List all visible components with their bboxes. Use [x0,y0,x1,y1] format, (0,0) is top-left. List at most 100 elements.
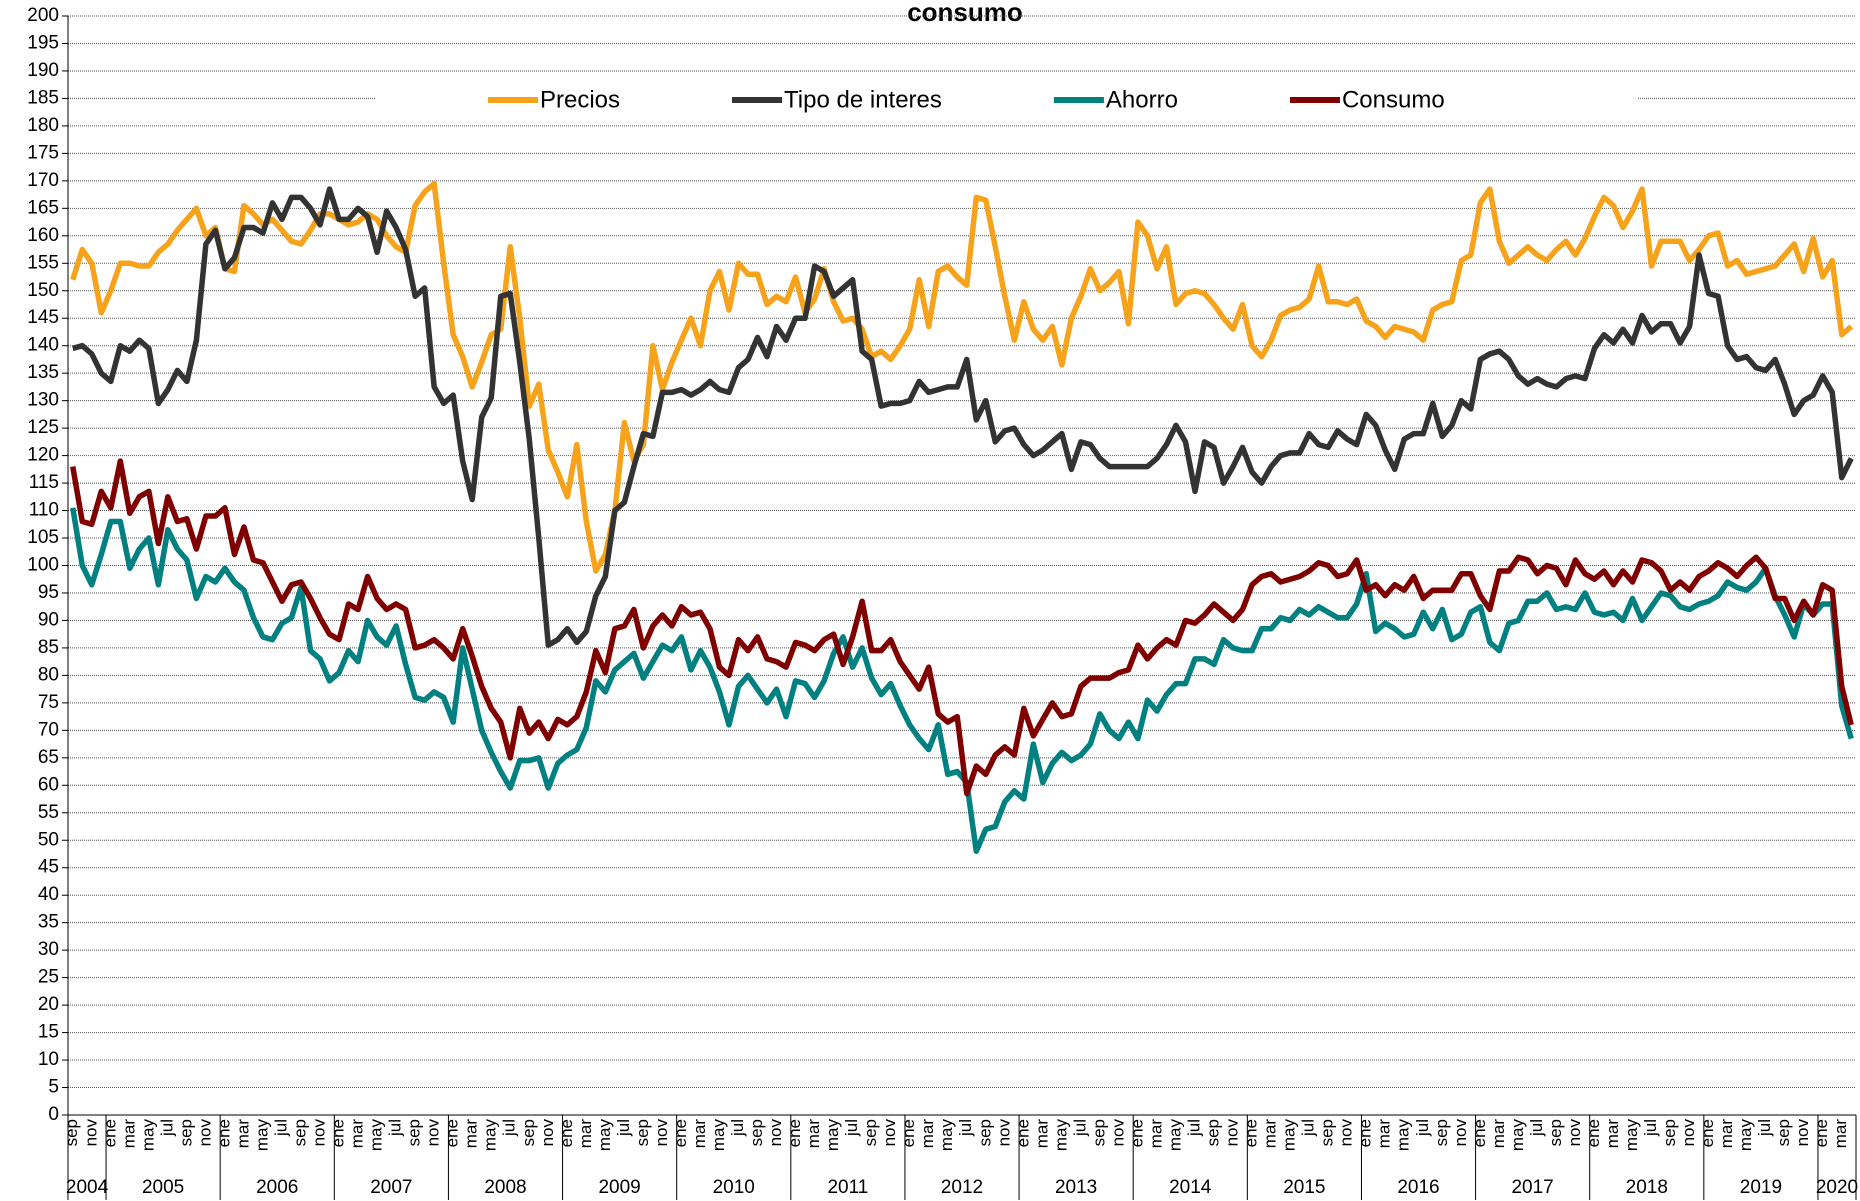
y-tick-label: 35 [38,912,59,933]
y-tick-label: 60 [38,774,59,795]
y-tick-label: 5 [48,1077,59,1098]
x-tick-label: sep [405,1119,424,1146]
year-label: 2018 [1626,1177,1668,1198]
x-tick-label: mar [462,1119,481,1149]
x-tick-label: jul [1641,1119,1660,1137]
x-tick-label: ene [100,1119,119,1147]
x-tick-label: ene [329,1119,348,1147]
x-tick-label: nov [538,1119,557,1147]
y-tick-label: 105 [27,527,59,548]
x-tick-label: may [138,1119,157,1152]
y-tick-label: 25 [38,967,59,988]
legend-label: Tipo de interes [784,86,942,113]
x-tick-label: sep [62,1119,81,1146]
y-tick-label: 120 [27,445,59,466]
x-tick-label: jul [1070,1119,1089,1137]
x-tick-label: nov [994,1119,1013,1147]
x-tick-label: jul [614,1119,633,1137]
legend-label: Precios [540,86,620,113]
y-tick-label: 170 [27,170,59,191]
year-label: 2008 [484,1177,526,1198]
x-tick-label: ene [899,1119,918,1147]
x-tick-label: nov [1565,1119,1584,1147]
series-line [70,458,1854,797]
series-line [70,507,1854,854]
x-tick-label: sep [176,1119,195,1146]
y-tick-label: 20 [38,994,59,1015]
y-tick-label: 80 [38,664,59,685]
x-tick-label: nov [1679,1119,1698,1147]
x-tick-label: nov [1451,1119,1470,1147]
y-tick-label: 15 [38,1022,59,1043]
x-tick-label: mar [804,1119,823,1149]
x-tick-label: sep [1089,1119,1108,1146]
x-tick-label: sep [747,1119,766,1146]
x-tick-label: sep [633,1119,652,1146]
x-tick-label: jul [956,1119,975,1137]
x-tick-label: nov [880,1119,899,1147]
x-tick-label: nov [766,1119,785,1147]
y-tick-label: 130 [27,390,59,411]
y-tick-label: 150 [27,280,59,301]
y-tick-label: 185 [27,87,59,108]
x-tick-label: sep [1318,1119,1337,1146]
y-tick-label: 10 [38,1049,59,1070]
y-tick-label: 40 [38,884,59,905]
x-tick-label: ene [1356,1119,1375,1147]
year-label: 2005 [142,1177,184,1198]
y-tick-label: 140 [27,335,59,356]
x-tick-label: nov [652,1119,671,1147]
x-tick-label: nov [1108,1119,1127,1147]
x-tick-label: jul [271,1119,290,1137]
x-tick-label: mar [1717,1119,1736,1149]
y-tick-label: 90 [38,609,59,630]
legend-box [376,86,1638,116]
x-tick-label: sep [1432,1119,1451,1146]
x-tick-label: jul [157,1119,176,1137]
year-label: 2004 [66,1177,109,1198]
series-line [71,186,1854,648]
year-label: 2006 [256,1177,298,1198]
x-tick-label: nov [195,1119,214,1147]
year-label: 2011 [827,1177,868,1198]
year-label: 2015 [1283,1177,1325,1198]
x-tick-label: mar [1261,1119,1280,1149]
x-tick-label: may [709,1119,728,1152]
y-tick-label: 30 [38,939,59,960]
x-tick-label: ene [1242,1119,1261,1147]
x-tick-label: nov [1337,1119,1356,1147]
y-tick-label: 195 [27,32,59,53]
x-tick-label: jul [728,1119,747,1137]
x-tick-label: jul [1755,1119,1774,1137]
y-tick-label: 165 [27,197,59,218]
x-tick-label: ene [1812,1119,1831,1147]
x-tick-label: ene [1584,1119,1603,1147]
year-label: 2009 [598,1177,640,1198]
x-tick-label: may [252,1119,271,1152]
x-tick-label: mar [1375,1119,1394,1149]
x-tick-label: nov [1223,1119,1242,1147]
x-tick-label: mar [233,1119,252,1149]
year-label: 2013 [1055,1177,1097,1198]
y-tick-label: 115 [29,472,59,493]
x-tick-label: may [481,1119,500,1152]
x-tick-label: ene [1013,1119,1032,1147]
y-tick-label: 0 [48,1104,59,1125]
y-tick-label: 190 [27,60,59,81]
x-tick-label: sep [1204,1119,1223,1146]
y-tick-label: 145 [27,307,59,328]
x-tick-label: sep [1660,1119,1679,1146]
x-tick-label: may [1165,1119,1184,1152]
x-tick-label: sep [519,1119,538,1146]
x-tick-label: ene [214,1119,233,1147]
x-tick-label: may [595,1119,614,1152]
y-tick-label: 65 [38,747,59,768]
y-tick-label: 45 [38,857,59,878]
y-tick-label: 180 [27,115,59,136]
x-tick-label: sep [861,1119,880,1146]
x-tick-label: mar [1831,1119,1850,1149]
y-tick-label: 100 [27,555,59,576]
x-tick-label: mar [576,1119,595,1149]
x-tick-label: may [1622,1119,1641,1152]
x-tick-label: mar [1032,1119,1051,1149]
